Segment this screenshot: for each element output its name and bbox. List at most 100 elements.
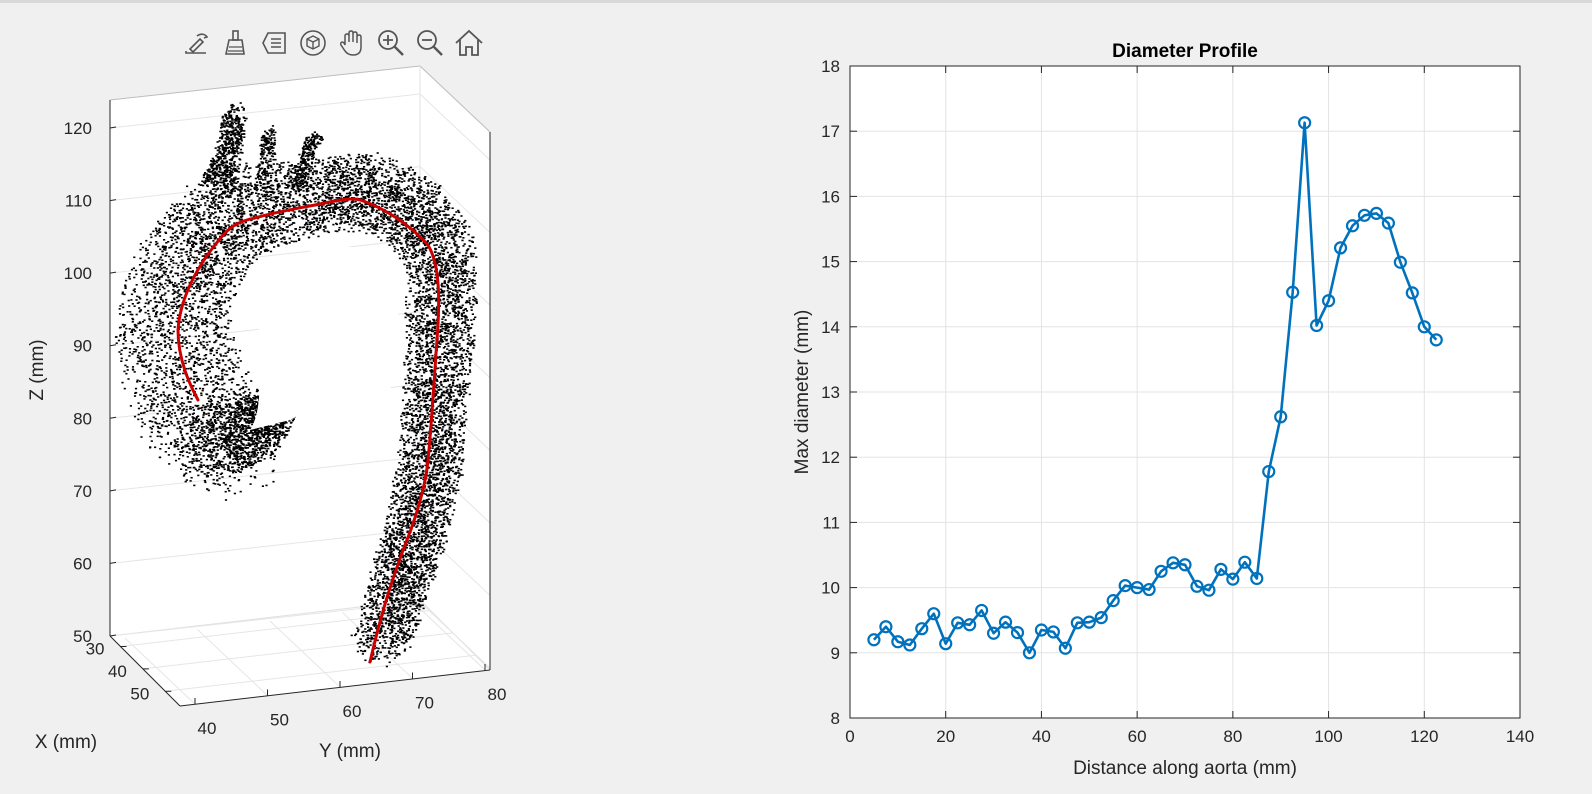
data-point-marker <box>1106 594 1120 608</box>
data-point-marker <box>1405 286 1419 300</box>
data-point-marker <box>1238 555 1252 569</box>
data-point-marker <box>1262 464 1276 479</box>
data-point-marker <box>1094 610 1108 625</box>
chart-axes-box <box>849 65 1521 719</box>
chart-title: Diameter Profile <box>1112 41 1258 62</box>
x-tick-label: 140 <box>1506 727 1534 746</box>
z-tick-mark <box>109 271 117 274</box>
chart-gridlines <box>849 65 1521 719</box>
data-point-marker <box>1082 615 1096 629</box>
data-point-marker <box>963 618 977 632</box>
z-tick-mark <box>109 416 117 419</box>
z-tick-label: 120 <box>64 119 92 138</box>
data-point-marker <box>1429 333 1443 347</box>
y-tick-label-3d: 80 <box>488 685 507 704</box>
home-icon <box>455 29 483 56</box>
plot-3d-y-ticks: 40 50 60 70 80 <box>194 664 507 738</box>
edit-plot-icon <box>185 33 209 54</box>
chart-y-label: Max diameter (mm) <box>792 310 813 475</box>
zoom-in-button[interactable] <box>373 24 409 62</box>
data-point-marker <box>951 616 965 630</box>
brush-button[interactable] <box>217 24 253 62</box>
z-tick-label: 60 <box>73 554 92 573</box>
home-button[interactable] <box>451 24 487 62</box>
z-tick-mark <box>109 199 117 202</box>
y-tick-label: 16 <box>821 187 840 206</box>
y-tick-label: 13 <box>821 383 840 402</box>
z-tick-mark <box>109 344 117 347</box>
rotate-3d-icon <box>300 30 326 56</box>
x-gridline-floor <box>165 654 476 692</box>
data-point-marker <box>1142 582 1156 597</box>
y-tick-label: 18 <box>821 57 840 76</box>
z-tick-label: 110 <box>65 192 92 211</box>
z-tick-label: 70 <box>73 482 92 501</box>
data-point-marker <box>975 603 989 618</box>
data-point-marker <box>1321 294 1336 308</box>
pan-icon <box>339 30 362 56</box>
z-tick-mark <box>109 489 117 492</box>
z-tick-label: 50 <box>73 627 92 646</box>
z-gridline-side <box>419 93 491 161</box>
y-tick-label: 17 <box>821 122 840 141</box>
z-tick-label: 100 <box>64 264 92 283</box>
rotate-3d-button[interactable] <box>295 24 331 62</box>
z-tick-label: 90 <box>73 337 92 356</box>
y-tick-label-3d: 60 <box>343 702 362 721</box>
plot-3d-axis-lines <box>109 100 491 707</box>
chart-x-ticks: 0 20 40 60 80 100 120 140 <box>845 66 1534 746</box>
y-gridline-floor <box>414 603 486 671</box>
z-gridline-side <box>419 529 491 596</box>
data-point-marker <box>1345 219 1360 233</box>
y-tick-label: 8 <box>831 709 840 728</box>
pan-button[interactable] <box>334 24 370 62</box>
data-tips-button[interactable] <box>256 24 292 62</box>
data-point-marker <box>1130 580 1144 595</box>
data-point-marker <box>867 633 881 647</box>
chart-plot-area <box>850 66 1520 718</box>
x-tick-label-3d: 50 <box>130 684 149 703</box>
brush-icon <box>225 30 245 55</box>
data-point-marker <box>927 607 941 621</box>
y-tick-label: 14 <box>821 318 840 337</box>
data-point-marker <box>1214 562 1228 576</box>
x-tick-label: 80 <box>1223 727 1242 746</box>
chart-y-ticks: 8 9 10 11 12 13 14 15 16 17 18 <box>821 57 1520 728</box>
y-tick-label-3d: 40 <box>198 719 217 738</box>
aorta-point-cloud <box>114 102 478 668</box>
data-point-marker <box>1286 285 1300 299</box>
y-tick-label: 10 <box>821 579 840 598</box>
zoom-out-button[interactable] <box>412 24 448 62</box>
data-point-marker <box>1369 206 1384 220</box>
data-point-marker <box>1333 241 1348 255</box>
x-tick-label-3d: 40 <box>108 662 127 681</box>
z-gridline-back <box>109 238 421 274</box>
x-tick-label: 60 <box>1128 727 1147 746</box>
y-tick-label-3d: 70 <box>415 694 434 713</box>
plot-3d-z-label: Z (mm) <box>27 339 48 400</box>
data-point-marker <box>1298 116 1312 130</box>
aorta-centerline <box>176 197 441 664</box>
data-point-marker <box>1310 318 1324 333</box>
chart-x-label: Distance along aorta (mm) <box>1073 758 1297 779</box>
data-point-marker <box>1070 616 1084 630</box>
edit-plot-button[interactable] <box>178 24 214 62</box>
z-gridline-side <box>419 601 491 669</box>
data-point-marker <box>1190 579 1204 593</box>
data-point-marker <box>1034 623 1049 637</box>
z-tick-mark <box>109 634 117 637</box>
data-point-marker <box>1381 216 1395 230</box>
data-point-marker <box>903 638 917 652</box>
data-point-marker <box>986 626 1001 640</box>
data-point-marker <box>915 622 929 636</box>
x-tick-label-3d: 30 <box>86 640 105 659</box>
y-gridline-floor <box>124 637 196 705</box>
data-point-marker <box>1393 255 1407 269</box>
series-markers <box>867 116 1443 660</box>
y-tick-label: 9 <box>831 644 840 663</box>
zoom-in-icon <box>378 30 404 56</box>
data-point-marker <box>891 635 905 649</box>
data-point-marker <box>1274 410 1288 424</box>
data-point-marker <box>1166 556 1180 570</box>
